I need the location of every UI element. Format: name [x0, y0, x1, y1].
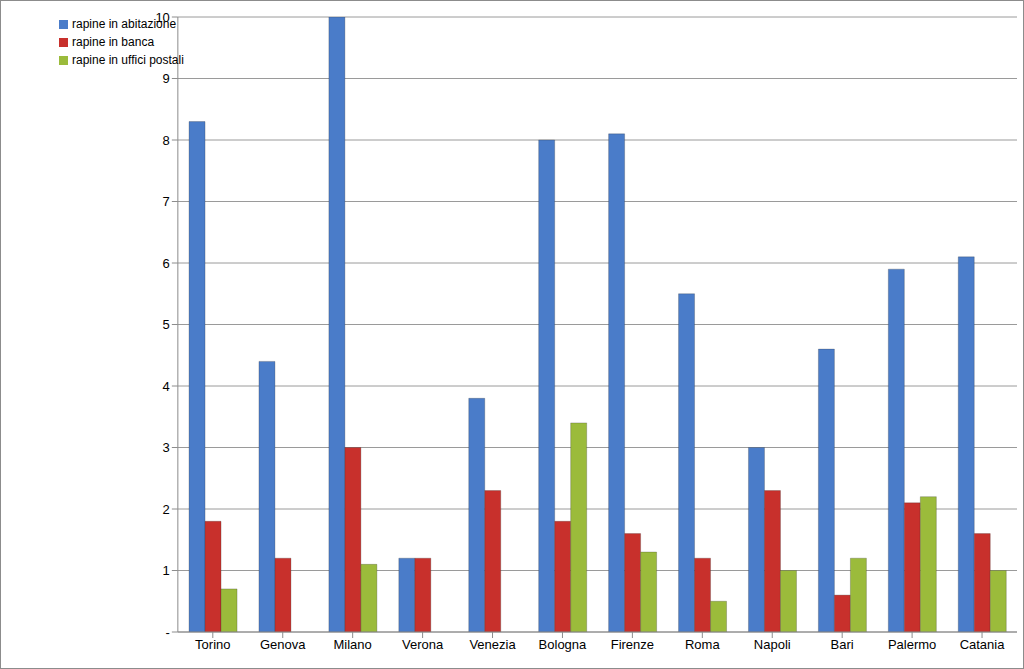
- svg-text:Genova: Genova: [260, 637, 306, 652]
- svg-text:Milano: Milano: [334, 637, 372, 652]
- svg-text:4: 4: [163, 379, 170, 394]
- svg-text:Bari: Bari: [831, 637, 854, 652]
- svg-text:1: 1: [163, 563, 170, 578]
- svg-text:10: 10: [155, 10, 169, 25]
- svg-text:7: 7: [163, 194, 170, 209]
- svg-text:Bologna: Bologna: [539, 637, 587, 652]
- svg-text:Verona: Verona: [402, 637, 444, 652]
- svg-text:Palermo: Palermo: [888, 637, 936, 652]
- svg-text:Firenze: Firenze: [611, 637, 654, 652]
- svg-text:Torino: Torino: [195, 637, 230, 652]
- svg-text:5: 5: [163, 317, 170, 332]
- svg-text:2: 2: [163, 502, 170, 517]
- svg-text:Catania: Catania: [960, 637, 1006, 652]
- svg-text:-: -: [166, 625, 170, 640]
- svg-text:8: 8: [163, 133, 170, 148]
- svg-text:Napoli: Napoli: [754, 637, 791, 652]
- svg-text:Venezia: Venezia: [469, 637, 516, 652]
- svg-text:Roma: Roma: [685, 637, 720, 652]
- svg-text:3: 3: [163, 440, 170, 455]
- svg-text:6: 6: [163, 256, 170, 271]
- svg-text:9: 9: [163, 71, 170, 86]
